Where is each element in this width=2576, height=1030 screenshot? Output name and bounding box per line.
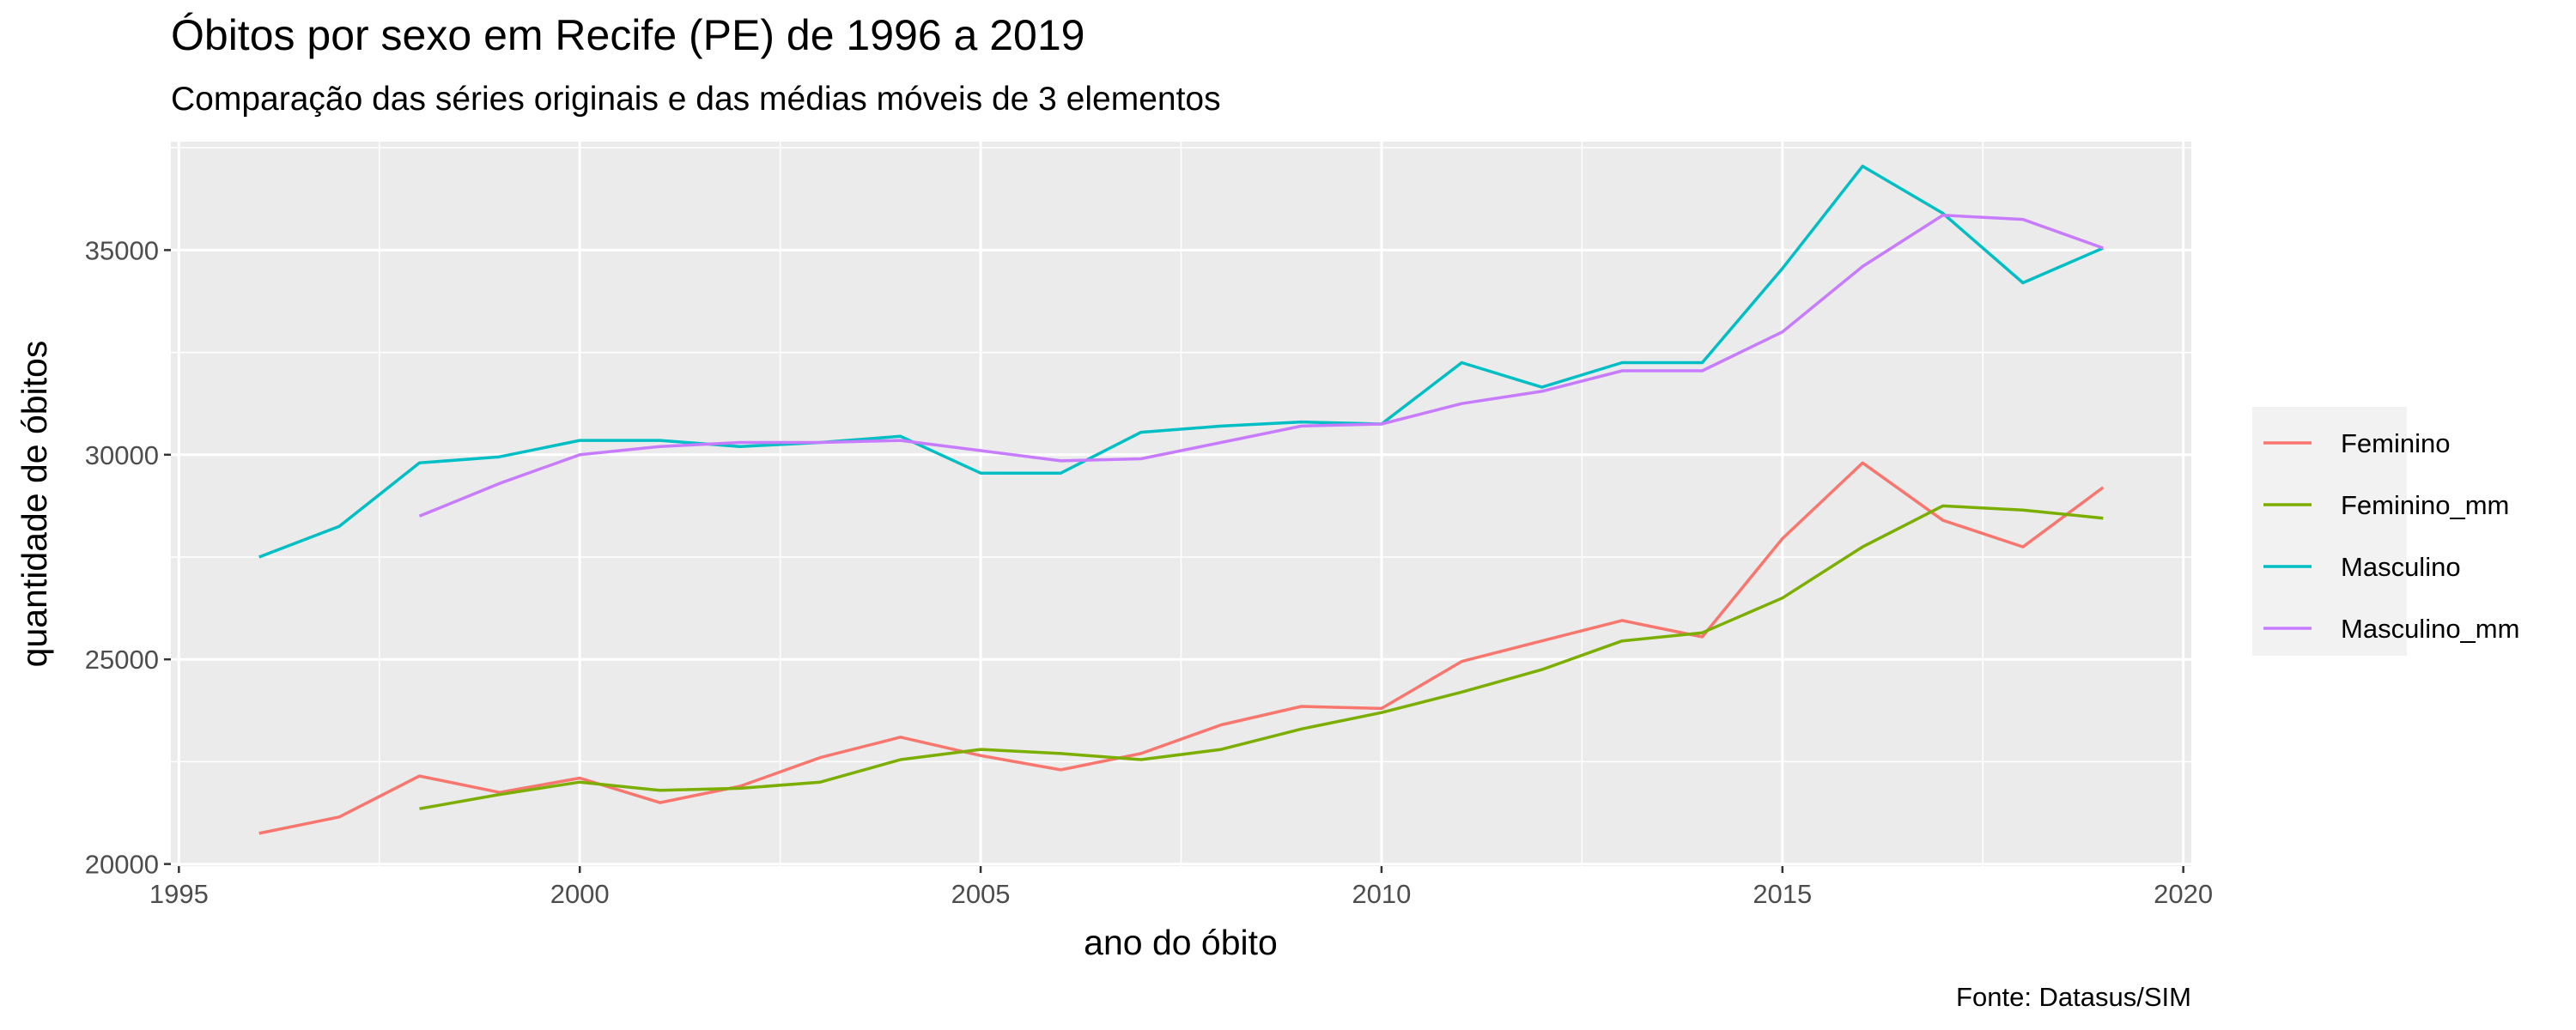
series-layer [258, 164, 2105, 835]
x-axis-label: ano do óbito [1084, 923, 1278, 962]
series-line-masculino [258, 164, 2104, 559]
y-tick-label: 20000 [85, 850, 159, 880]
legend-item: Feminino [2263, 428, 2451, 458]
chart-caption: Fonte: Datasus/SIM [1956, 982, 2191, 1012]
legend-label: Masculino_mm [2341, 614, 2519, 644]
chart-subtitle: Comparação das séries originais e das mé… [171, 81, 1221, 118]
y-tick-label: 35000 [85, 235, 159, 265]
x-axis: 1995 2000 2005 2010 2015 2020 [149, 866, 2213, 909]
y-axis: 20000 25000 30000 35000 [85, 235, 171, 880]
x-tick-label: 2015 [1753, 879, 1812, 909]
y-axis-label: quantidade de óbitos [15, 341, 54, 668]
grid-minor [171, 142, 2191, 866]
y-tick-label: 30000 [85, 440, 159, 470]
legend-label: Feminino [2341, 428, 2451, 458]
legend-item: Masculino [2263, 552, 2461, 582]
y-tick-label: 25000 [85, 645, 159, 675]
legend-background [2252, 407, 2407, 656]
x-tick-label: 2000 [550, 879, 610, 909]
series-line-feminino-mm [419, 504, 2104, 810]
legend-item: Masculino_mm [2263, 614, 2519, 644]
series-line-masculino-mm [418, 214, 2104, 518]
x-tick-label: 2005 [951, 879, 1011, 909]
series-line-feminino [258, 461, 2105, 835]
x-tick-label: 2020 [2154, 879, 2213, 909]
x-tick-label: 2010 [1352, 879, 1411, 909]
x-tick-label: 1995 [149, 879, 209, 909]
legend-label: Feminino_mm [2341, 490, 2509, 520]
legend-item: Feminino_mm [2263, 490, 2509, 520]
chart-title: Óbitos por sexo em Recife (PE) de 1996 a… [171, 11, 1084, 59]
legend: Feminino Feminino_mm Masculino Masculino_mm [2252, 407, 2519, 656]
legend-label: Masculino [2341, 552, 2461, 582]
